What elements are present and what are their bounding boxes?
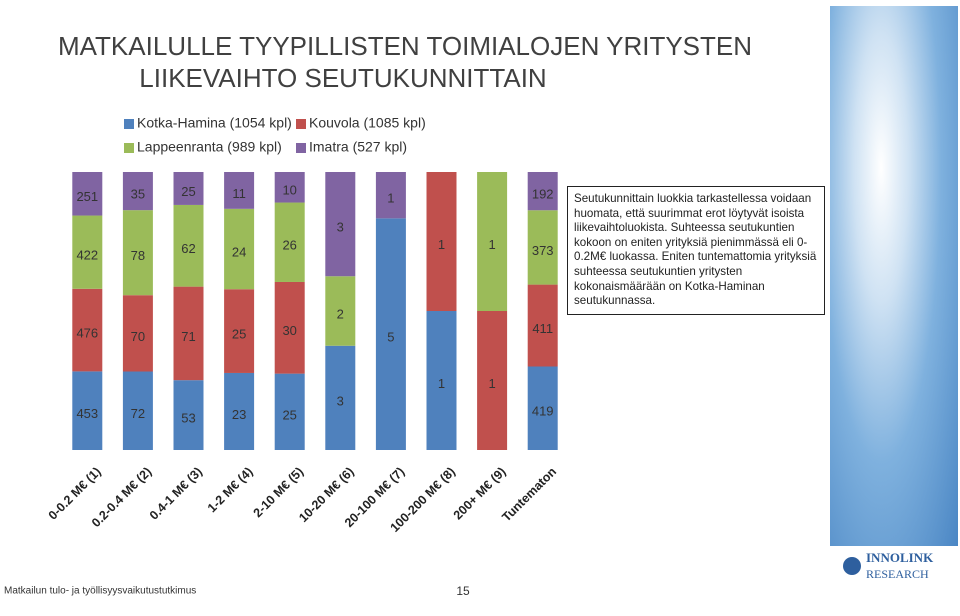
data-label: 3 [337, 220, 344, 235]
data-label: 1 [438, 237, 445, 252]
data-label: 411 [532, 321, 553, 336]
bar-segment [224, 289, 255, 373]
bar-segment [72, 288, 103, 372]
bar-segment [527, 284, 558, 367]
bar-segment [527, 366, 558, 450]
page-number: 15 [456, 584, 470, 598]
data-label: 53 [181, 411, 195, 426]
bar-segment [122, 210, 153, 296]
legend-label: Kouvola (1085 kpl) [309, 115, 426, 131]
data-label: 70 [131, 329, 145, 344]
data-label: 24 [232, 244, 246, 259]
bar-segment [173, 172, 204, 205]
bar-segment [375, 218, 406, 450]
bar-segment [274, 373, 305, 450]
bar-segment [173, 204, 204, 287]
data-label: 35 [131, 187, 145, 202]
data-label: 71 [181, 329, 195, 344]
legend-label: Kotka-Hamina (1054 kpl) [137, 115, 292, 131]
data-label: 422 [76, 248, 98, 263]
bar-segment [527, 172, 558, 211]
bar-segment [72, 172, 103, 216]
bar-segment [477, 311, 508, 450]
data-label: 453 [76, 406, 98, 421]
bar-segment [122, 295, 153, 372]
chart-subtitle: LIIKEVAIHTO SEUTUKUNNITTAIN [139, 63, 546, 93]
bar-segment [224, 172, 255, 209]
data-label: 1 [438, 376, 445, 391]
data-label: 251 [76, 189, 98, 204]
bar-segment [173, 286, 204, 381]
data-label: 373 [532, 243, 554, 258]
bar-segment [72, 215, 103, 289]
data-label: 25 [232, 327, 246, 342]
logo-text: RESEARCH [866, 567, 929, 581]
bar-segment [527, 210, 558, 285]
bar-segment [173, 380, 204, 450]
bar-segment [122, 371, 153, 450]
data-label: 25 [282, 407, 296, 422]
data-label: 11 [232, 186, 246, 201]
data-label: 1 [488, 237, 495, 252]
bar-segment [325, 276, 356, 346]
legend-swatch [124, 143, 134, 153]
note-box: Seutukunnittain luokkia tarkastellessa v… [567, 186, 825, 315]
bar-segment [274, 281, 305, 374]
data-label: 78 [131, 248, 145, 263]
data-label: 23 [232, 407, 246, 422]
data-label: 3 [337, 393, 344, 408]
bar-segment [477, 172, 508, 311]
legend-swatch [296, 119, 306, 129]
bar-segment [72, 371, 103, 450]
data-label: 2 [337, 306, 344, 321]
logo: INNOLINK RESEARCH [843, 550, 934, 581]
data-label: 10 [282, 183, 296, 198]
legend-swatch [124, 119, 134, 129]
data-label: 25 [181, 184, 195, 199]
x-tick-label: 0.4-1 M€ (3) [147, 465, 205, 523]
bar-segment [375, 172, 406, 219]
data-label: 72 [131, 406, 145, 421]
x-tick-label: 2-10 M€ (5) [251, 465, 307, 521]
bar-segment [224, 208, 255, 290]
data-label: 192 [532, 187, 554, 202]
legend-swatch [296, 143, 306, 153]
logo-icon [843, 557, 861, 575]
logo-text: INNOLINK [866, 550, 934, 565]
bar-segment [426, 311, 457, 450]
data-label: 30 [282, 323, 296, 338]
legend-label: Lappeenranta (989 kpl) [137, 139, 282, 155]
bar-segment [426, 172, 457, 311]
data-label: 62 [181, 241, 195, 256]
bar-segment [224, 372, 255, 450]
bar-segment [274, 172, 305, 203]
footer-source: Matkailun tulo- ja työllisyysvaikutustut… [4, 586, 196, 597]
data-label: 419 [532, 404, 554, 419]
bar-segment [274, 202, 305, 282]
legend-label: Imatra (527 kpl) [309, 139, 407, 155]
chart-title: MATKAILULLE TYYPILLISTEN TOIMIALOJEN YRI… [58, 31, 752, 61]
x-tick-label: 1-2 M€ (4) [205, 465, 256, 516]
data-label: 1 [387, 191, 394, 206]
bar-segment [325, 345, 356, 450]
bar-segment [325, 172, 356, 277]
data-label: 476 [76, 326, 98, 341]
bar-segment [122, 172, 153, 211]
data-label: 5 [387, 330, 394, 345]
data-label: 26 [282, 238, 296, 253]
x-tick-label: Tuntematon [499, 465, 559, 525]
data-label: 1 [488, 376, 495, 391]
decoration [830, 6, 958, 546]
